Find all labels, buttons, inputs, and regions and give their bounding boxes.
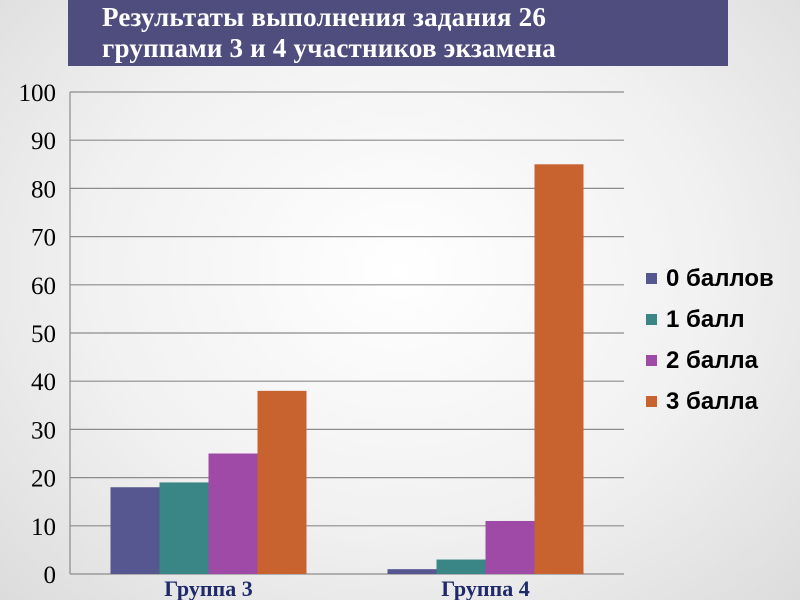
legend-label: 2 балла	[666, 346, 759, 374]
legend-item: 2 балла	[646, 340, 796, 381]
legend-label: 3 балла	[666, 387, 759, 415]
y-tick-label: 0	[44, 562, 57, 589]
bar-2-2	[436, 559, 486, 574]
legend-swatch	[646, 396, 657, 407]
bar-1-4	[257, 390, 307, 574]
y-tick-label: 10	[31, 514, 56, 541]
y-tick-label: 60	[31, 273, 56, 300]
legend-item: 0 баллов	[646, 258, 796, 299]
y-tick-label: 30	[31, 417, 56, 444]
y-tick-label: 80	[31, 176, 56, 203]
legend-label: 0 баллов	[666, 264, 774, 292]
legend-swatch	[646, 273, 657, 284]
y-tick-label: 70	[31, 225, 56, 252]
bar-1-2	[159, 482, 209, 574]
bar-2-1	[387, 569, 437, 574]
bar-1-3	[208, 453, 258, 574]
legend-item: 1 балл	[646, 299, 796, 340]
bar-2-3	[485, 520, 535, 574]
y-tick-label: 50	[31, 321, 56, 348]
bar-1-1	[110, 487, 160, 574]
legend-label: 1 балл	[666, 305, 745, 333]
legend-item: 3 балла	[646, 381, 796, 422]
y-tick-label: 20	[31, 466, 56, 493]
bar-2-4	[534, 164, 584, 575]
category-label: Группа 3	[164, 576, 252, 600]
legend: 0 баллов 1 балл 2 балла 3 балла	[646, 258, 796, 422]
y-tick-label: 40	[31, 369, 56, 396]
title-banner: Результаты выполнения задания 26 группам…	[68, 0, 728, 66]
legend-swatch	[646, 355, 657, 366]
y-tick-label: 90	[31, 128, 56, 155]
y-tick-label: 100	[19, 80, 57, 107]
legend-swatch	[646, 314, 657, 325]
chart-title: Результаты выполнения задания 26 группам…	[102, 2, 556, 63]
category-label: Группа 4	[441, 576, 529, 600]
